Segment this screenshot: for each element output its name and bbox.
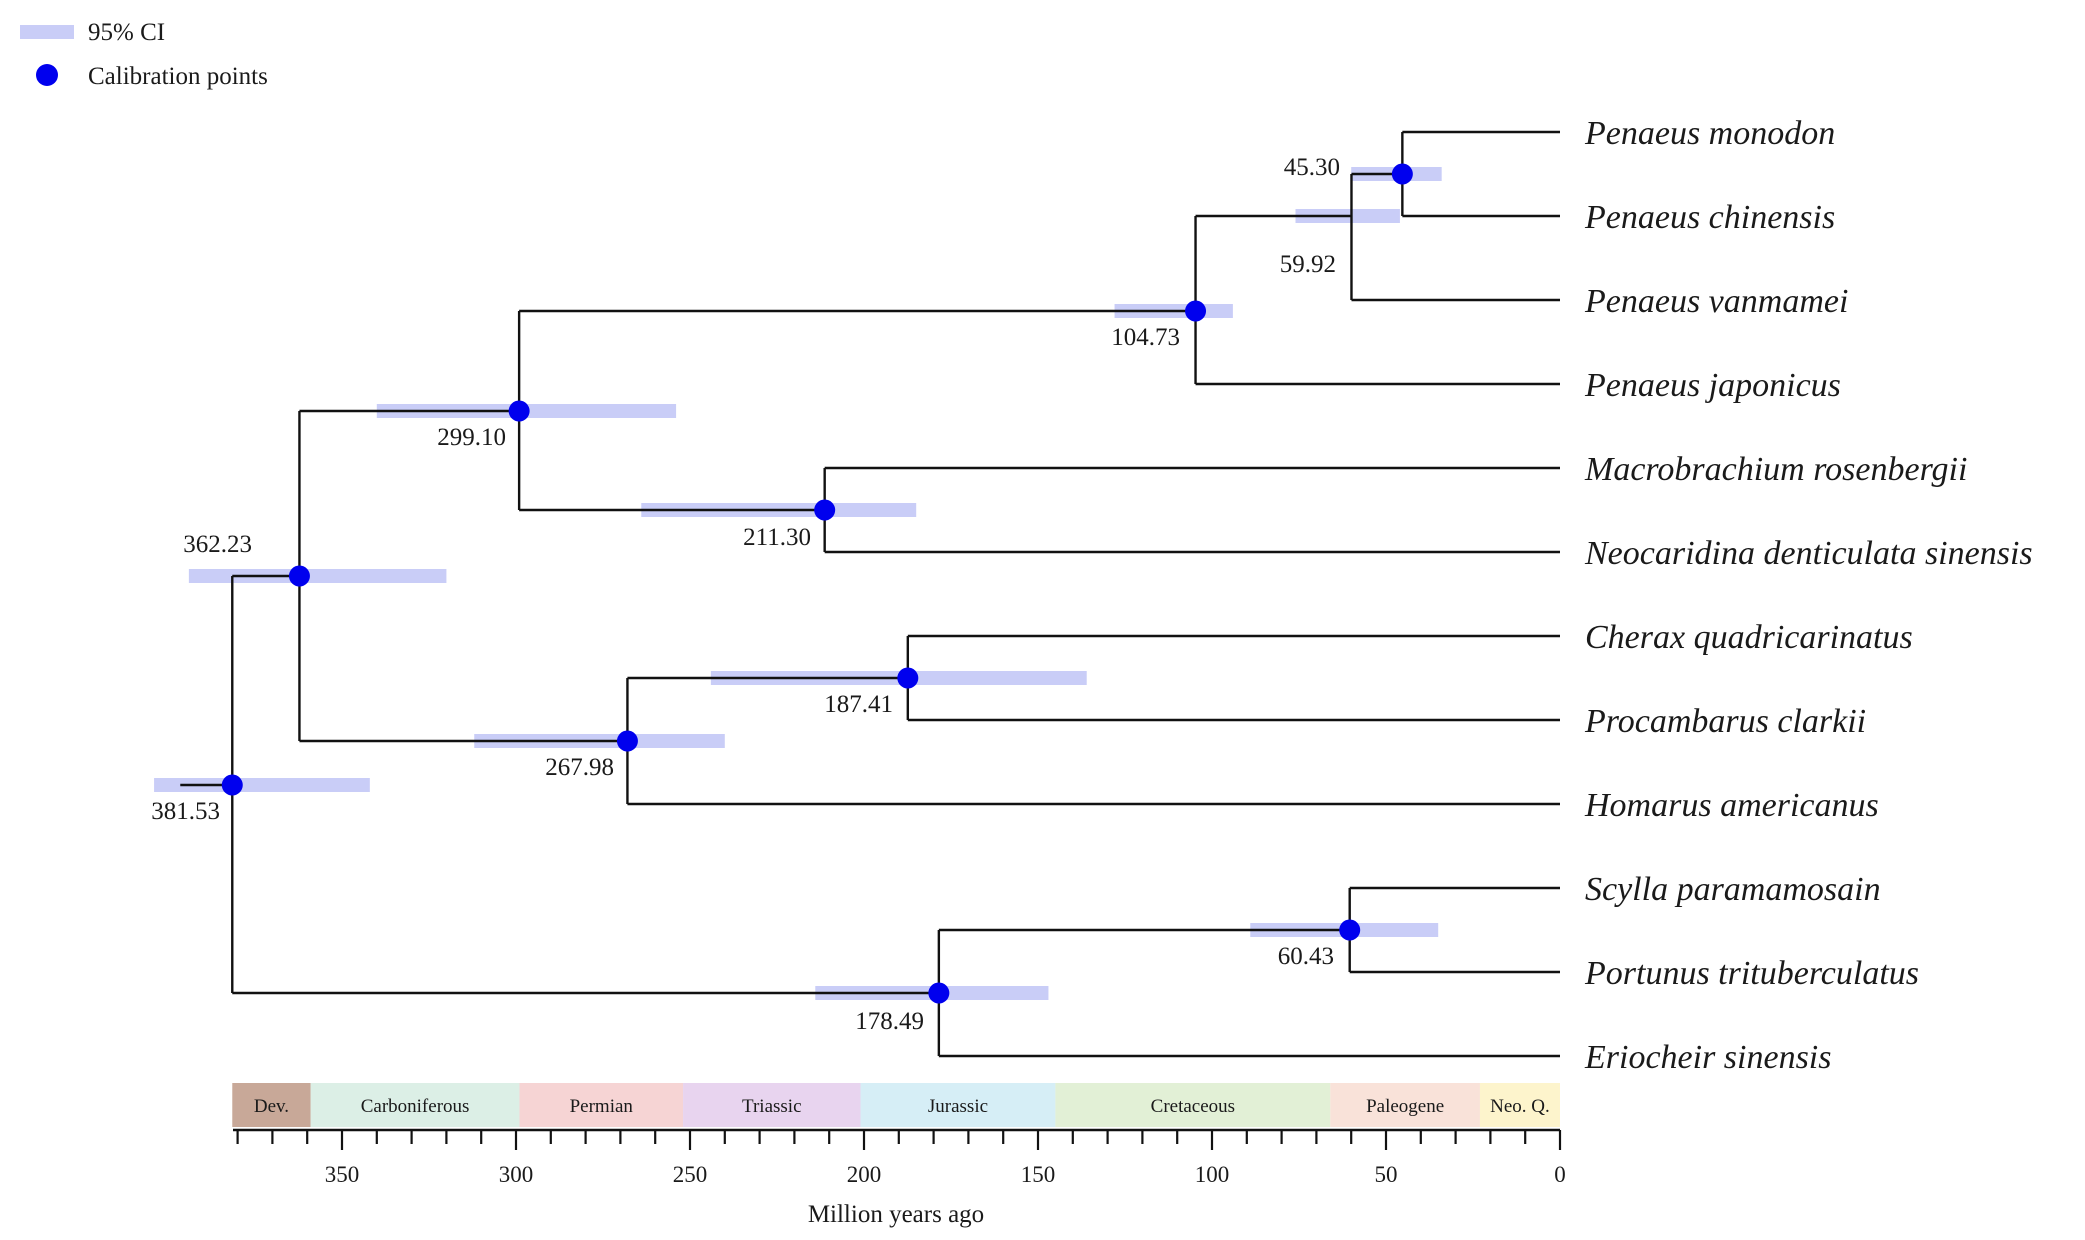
calibration-point — [616, 730, 638, 752]
period-band — [1055, 1083, 1331, 1127]
axis-tick-label: 100 — [1195, 1162, 1230, 1187]
calibration-point — [508, 400, 530, 422]
axis-tick-label: 250 — [673, 1162, 708, 1187]
node-age-label: 362.23 — [183, 531, 252, 558]
axis-tick-label: 50 — [1375, 1162, 1398, 1187]
taxon-labels: Penaeus monodon Penaeus chinensis Penaeu… — [1584, 115, 2033, 1076]
legend-calibration-label: Calibration points — [88, 63, 268, 90]
legend: 95% CI Calibration points — [20, 19, 268, 90]
taxon-label: Macrobrachium rosenbergii — [1584, 451, 1967, 488]
node-age-label: 299.10 — [437, 424, 506, 451]
period-band — [1479, 1083, 1560, 1127]
period-band — [519, 1083, 684, 1127]
calibration-point — [288, 565, 310, 587]
time-axis — [233, 1128, 1562, 1150]
period-label: Neo. Q. — [1490, 1096, 1550, 1117]
ci-bar — [154, 778, 370, 792]
node-age-label: 187.41 — [824, 691, 893, 718]
period-label: Carboniferous — [361, 1096, 470, 1117]
taxon-label: Eriocheir sinensis — [1584, 1039, 1831, 1076]
period-label: Permian — [570, 1096, 634, 1117]
divergence-nodes — [221, 163, 1413, 1004]
calibration-point — [814, 499, 836, 521]
axis-tick-label: 300 — [499, 1162, 534, 1187]
tree-branches — [180, 130, 1560, 1058]
period-label: Dev. — [254, 1096, 289, 1117]
axis-tick-label: 350 — [325, 1162, 360, 1187]
taxon-label: Procambarus clarkii — [1584, 703, 1866, 740]
node-age-label: 178.49 — [855, 1008, 924, 1035]
axis-tick-label: 200 — [847, 1162, 882, 1187]
period-band — [860, 1083, 1056, 1127]
axis-tick-label: 0 — [1554, 1162, 1566, 1187]
axis-tick-labels: 350 300 250 200 150 100 50 0 — [325, 1162, 1566, 1187]
calibration-point — [1391, 163, 1413, 185]
calibration-point — [221, 774, 243, 796]
taxon-label: Penaeus chinensis — [1584, 199, 1835, 236]
taxon-label: Homarus americanus — [1584, 787, 1879, 824]
node-age-label: 59.92 — [1280, 251, 1336, 278]
period-band — [1330, 1083, 1480, 1127]
node-age-label: 60.43 — [1278, 943, 1334, 970]
ci-bar — [188, 569, 447, 583]
legend-ci-label: 95% CI — [88, 19, 165, 46]
period-label: Triassic — [742, 1096, 801, 1117]
node-age-label: 104.73 — [1111, 324, 1180, 351]
node-age-label: 267.98 — [545, 754, 614, 781]
confidence-interval-bars — [154, 167, 1442, 1000]
legend-ci-swatch — [20, 25, 74, 39]
node-age-labels: 45.30 59.92 104.73 211.30 299.10 187.41 … — [151, 154, 1340, 1035]
legend-calibration-dot — [36, 64, 58, 86]
period-band — [232, 1083, 311, 1127]
taxon-label: Cherax quadricarinatus — [1585, 619, 1913, 656]
taxon-label: Scylla paramamosain — [1585, 871, 1881, 908]
calibration-point — [897, 667, 919, 689]
geologic-timescale: Dev. Carboniferous Permian Triassic Jurassic… — [232, 1083, 1560, 1127]
taxon-label: Portunus trituberculatus — [1584, 955, 1919, 992]
axis-tick-label: 150 — [1021, 1162, 1056, 1187]
taxon-label: Penaeus monodon — [1584, 115, 1835, 152]
axis-title: Million years ago — [808, 1201, 984, 1228]
taxon-label: Penaeus vanmamei — [1584, 283, 1848, 320]
period-label: Jurassic — [928, 1096, 988, 1117]
period-label: Cretaceous — [1151, 1096, 1235, 1117]
period-band — [310, 1083, 520, 1127]
period-band — [683, 1083, 861, 1127]
node-age-label: 381.53 — [151, 798, 220, 825]
calibration-point — [1185, 300, 1207, 322]
calibration-point — [928, 982, 950, 1004]
period-label: Paleogene — [1366, 1096, 1444, 1117]
node-age-label: 211.30 — [743, 524, 811, 551]
taxon-label: Neocaridina denticulata sinensis — [1584, 535, 2033, 572]
node-age-label: 45.30 — [1284, 154, 1340, 181]
calibration-point — [1339, 919, 1361, 941]
taxon-label: Penaeus japonicus — [1584, 367, 1841, 404]
